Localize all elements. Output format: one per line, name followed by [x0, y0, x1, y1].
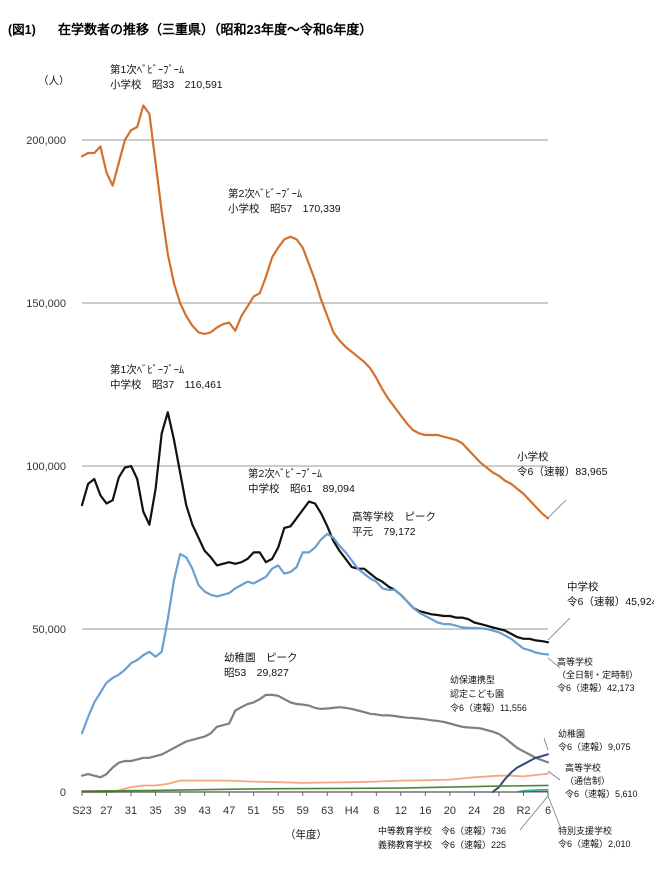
x-axis-label: （年度）: [285, 828, 327, 841]
annotation-text: 高等学校 ピーク: [352, 510, 436, 523]
series-line-幼保連携型認定こども園: [491, 753, 549, 793]
x-tick-label: 28: [493, 805, 505, 817]
annotation-text: 特別支援学校: [558, 825, 612, 836]
x-tick-label: 51: [248, 805, 260, 817]
x-tick-label: S23: [72, 805, 92, 817]
annotation: 第2次ﾍﾞﾋﾞｰﾌﾞｰﾑ 小学校 昭57 170,339: [228, 187, 341, 215]
x-tick-label: 20: [444, 805, 456, 817]
leader-line: [547, 499, 567, 519]
x-tick-label: 35: [149, 805, 161, 817]
annotation-text: 幼稚園 ピーク: [224, 651, 298, 664]
annotation-text: 高等学校: [557, 656, 593, 667]
annotation-text: 小学校 昭33 210,591: [110, 78, 223, 91]
y-tick-label: 200,000: [26, 135, 66, 147]
annotation-text: 第1次ﾍﾞﾋﾞｰﾌﾞｰﾑ: [110, 363, 184, 376]
x-tick-label: 12: [395, 805, 407, 817]
annotation-text: 令6（速報）83,965: [517, 465, 608, 478]
series-line-中学校: [80, 411, 550, 644]
leader-line: [547, 770, 561, 781]
x-tick-label: 43: [199, 805, 211, 817]
series-line-高等学校通信制: [81, 772, 549, 793]
y-tick-label: 0: [60, 787, 66, 799]
annotation-text: 義務教育学校 令6（速報）225: [378, 839, 506, 850]
chart-title: 在学数者の推移（三重県）（昭和23年度～令和6年度）: [58, 22, 372, 37]
annotation-text: 令6（速報）2,010: [558, 838, 631, 849]
y-tick-label: 100,000: [26, 461, 66, 473]
series-line-特別支援学校: [81, 784, 549, 792]
annotation-text: 中学校: [567, 580, 599, 593]
annotation-text: 中等教育学校 令6（速報）736: [378, 825, 506, 836]
x-tick-label: 47: [223, 805, 235, 817]
leader-line: [547, 617, 571, 641]
x-tick-label: 55: [272, 805, 284, 817]
x-tick-label: 31: [125, 805, 137, 817]
annotation-text: 令6（速報）11,556: [450, 702, 527, 713]
x-tick-label: H4: [345, 805, 359, 817]
annotation-text: 第1次ﾍﾞﾋﾞｰﾌﾞｰﾑ: [110, 63, 184, 76]
x-tick-label: 63: [321, 805, 333, 817]
y-tick-label: 150,000: [26, 298, 66, 310]
annotations: 第1次ﾍﾞﾋﾞｰﾌﾞｰﾑ 小学校 昭33 210,591 第2次ﾍﾞﾋﾞｰﾌﾞｰﾑ 小…: [110, 63, 654, 850]
annotation-text: 小学校: [517, 450, 549, 463]
annotation: 高等学校 （通信制） 令6（速報）5,610: [565, 762, 638, 799]
series-group: [80, 104, 550, 793]
annotation-text: 幼保連携型: [450, 674, 495, 685]
x-tick-label: 59: [297, 805, 309, 817]
annotation: 第2次ﾍﾞﾋﾞｰﾌﾞｰﾑ 中学校 昭61 89,094: [248, 467, 355, 495]
x-tick-label: 39: [174, 805, 186, 817]
leader-line: [543, 737, 549, 751]
x-tick-label: 27: [100, 805, 112, 817]
leader-line: [547, 795, 561, 827]
annotation-text: 昭53 29,827: [224, 667, 289, 679]
annotation-text: 第2次ﾍﾞﾋﾞｰﾌﾞｰﾑ: [248, 467, 322, 480]
annotation-text: 令6（速報）45,924: [567, 595, 654, 608]
annotation-text: 中学校 昭37 116,461: [110, 378, 222, 391]
annotation-text: （全日制・定時制）: [557, 669, 638, 680]
annotation-text: 平元 79,172: [352, 526, 416, 538]
x-tick-label: 8: [373, 805, 379, 817]
annotation: 第1次ﾍﾞﾋﾞｰﾌﾞｰﾑ 小学校 昭33 210,591: [110, 63, 223, 91]
figure-label: (図1): [8, 23, 36, 37]
series-line-義務教育学校: [81, 790, 549, 793]
series-line-幼稚園: [80, 693, 550, 779]
series-line-中等教育学校: [516, 788, 549, 793]
annotation-text: 小学校 昭57 170,339: [228, 202, 341, 215]
leader-lines: [519, 499, 571, 831]
annotation-text: 認定こども園: [450, 688, 504, 699]
y-axis-label: （人）: [38, 75, 70, 87]
leader-line: [547, 657, 561, 669]
y-tick-label: 50,000: [32, 624, 66, 636]
series-line-小学校: [80, 104, 550, 520]
annotation: 第1次ﾍﾞﾋﾞｰﾌﾞｰﾑ 中学校 昭37 116,461: [110, 363, 222, 391]
annotation-text: 令6（速報）42,173: [557, 682, 635, 693]
annotation-text: 幼稚園: [558, 728, 585, 739]
annotation-text: 第2次ﾍﾞﾋﾞｰﾌﾞｰﾑ: [228, 187, 302, 200]
annotation-text: 令6（速報）9,075: [558, 741, 631, 752]
annotation: 中等教育学校 令6（速報）736 義務教育学校 令6（速報）225: [378, 825, 506, 850]
annotation: 高等学校 （全日制・定時制） 令6（速報）42,173: [557, 656, 638, 693]
x-tick-label: 24: [468, 805, 480, 817]
annotation-text: 中学校 昭61 89,094: [248, 482, 355, 495]
x-tick-label: R2: [516, 805, 530, 817]
leader-line: [519, 795, 549, 831]
annotation-text: 令6（速報）5,610: [565, 788, 638, 799]
annotation-text: （通信制）: [565, 775, 610, 786]
annotation-text: 高等学校: [565, 762, 601, 773]
x-tick-label: 16: [419, 805, 431, 817]
x-tick-label: 6: [545, 805, 551, 817]
series-line-高等学校全日制定時制: [80, 532, 550, 735]
